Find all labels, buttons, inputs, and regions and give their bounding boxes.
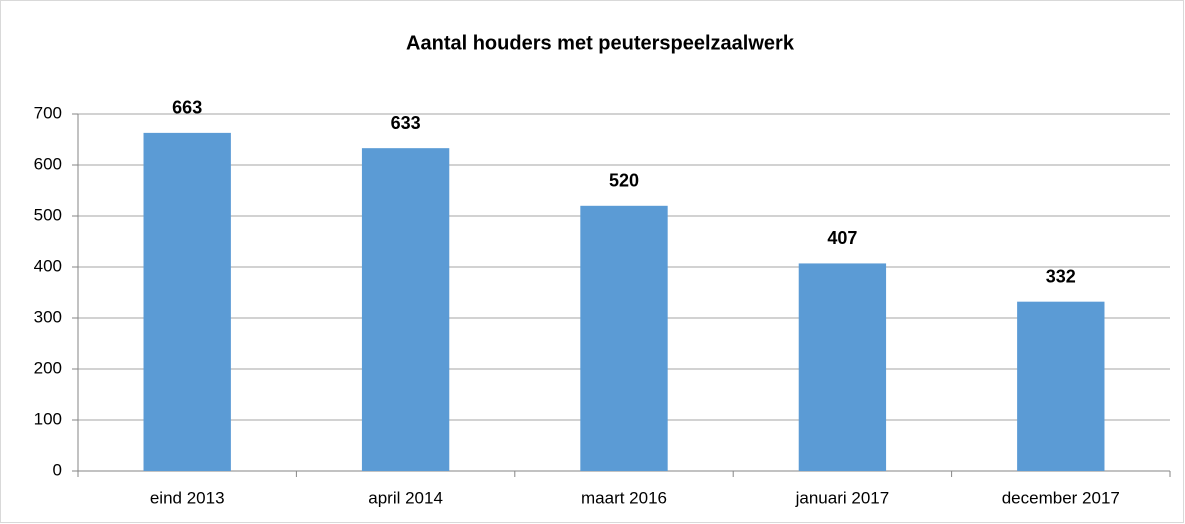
data-label: 633 <box>391 113 421 133</box>
x-tick-label: maart 2016 <box>581 488 667 507</box>
chart-title: Aantal houders met peuterspeelzaalwerk <box>406 32 795 54</box>
y-tick-label: 700 <box>34 103 62 122</box>
y-tick-label: 300 <box>34 307 62 326</box>
data-label: 520 <box>609 171 639 191</box>
data-label: 663 <box>172 98 202 118</box>
y-tick-label: 600 <box>34 154 62 173</box>
y-tick-label: 200 <box>34 358 62 377</box>
data-label: 407 <box>827 228 857 248</box>
x-tick-label: eind 2013 <box>150 488 225 507</box>
x-tick-label: april 2014 <box>368 488 443 507</box>
y-tick-label: 500 <box>34 205 62 224</box>
x-tick-label: januari 2017 <box>795 488 890 507</box>
bar <box>143 132 231 471</box>
bar <box>361 148 450 472</box>
data-label: 332 <box>1046 266 1076 286</box>
bar <box>1017 301 1105 471</box>
bar <box>798 263 887 471</box>
x-tick-label: december 2017 <box>1002 488 1120 507</box>
y-tick-label: 100 <box>34 409 62 428</box>
y-tick-label: 0 <box>53 460 62 479</box>
y-tick-label: 400 <box>34 256 62 275</box>
bar <box>580 205 668 472</box>
